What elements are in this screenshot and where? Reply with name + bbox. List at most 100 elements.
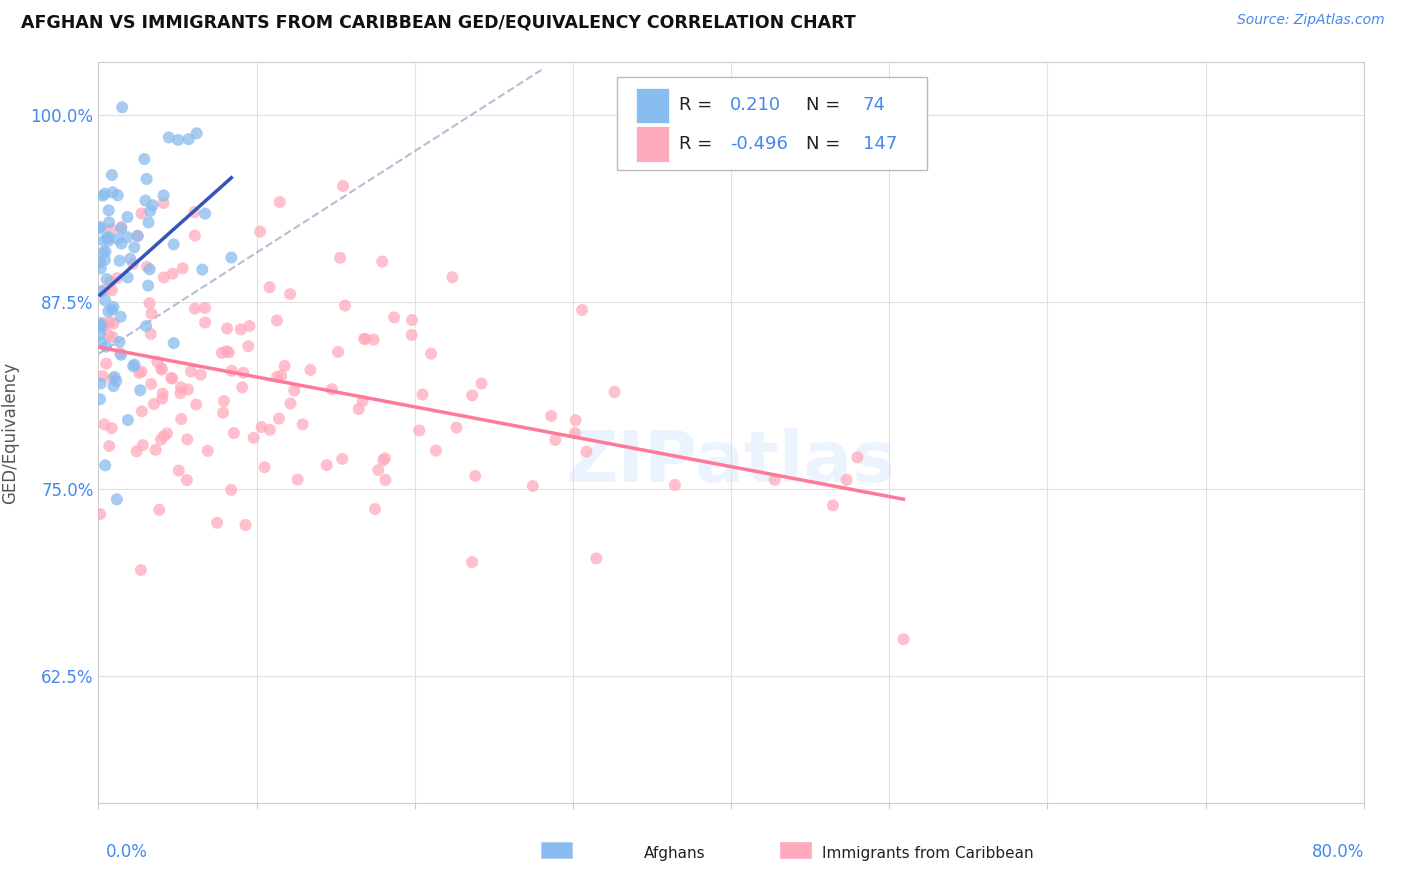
Point bbox=[90, 261, 112, 276]
Point bbox=[101, 168, 124, 182]
Point bbox=[169, 386, 191, 401]
Point bbox=[835, 473, 858, 487]
Point bbox=[167, 464, 190, 478]
Point bbox=[270, 368, 292, 383]
Point bbox=[103, 379, 125, 393]
Text: Immigrants from Caribbean: Immigrants from Caribbean bbox=[823, 846, 1033, 861]
Point bbox=[374, 451, 396, 466]
Point bbox=[101, 330, 124, 344]
Point bbox=[184, 228, 207, 243]
Point bbox=[425, 443, 447, 458]
Point bbox=[522, 479, 544, 493]
Point bbox=[167, 133, 190, 147]
Point bbox=[105, 271, 128, 285]
Point bbox=[139, 377, 162, 392]
Point bbox=[97, 203, 120, 218]
Point bbox=[132, 438, 155, 452]
Point bbox=[163, 237, 186, 252]
Point bbox=[93, 245, 115, 260]
Point bbox=[603, 384, 626, 399]
Point bbox=[194, 316, 217, 330]
Point bbox=[267, 411, 290, 425]
Point bbox=[238, 339, 260, 353]
Point bbox=[212, 394, 235, 409]
Point bbox=[122, 257, 145, 271]
Point bbox=[177, 383, 200, 397]
Point bbox=[98, 315, 121, 329]
Point bbox=[170, 412, 193, 426]
Point bbox=[146, 355, 169, 369]
Point bbox=[98, 215, 121, 229]
Point bbox=[162, 267, 184, 281]
Point bbox=[218, 345, 240, 359]
Point bbox=[139, 326, 162, 341]
Point bbox=[172, 261, 194, 276]
Point bbox=[160, 371, 183, 385]
Point bbox=[94, 458, 117, 473]
Point bbox=[105, 492, 128, 507]
Point bbox=[299, 363, 322, 377]
Point bbox=[135, 319, 157, 334]
Point bbox=[97, 234, 120, 248]
Point bbox=[176, 433, 198, 447]
Point bbox=[180, 364, 202, 378]
Point bbox=[461, 555, 484, 569]
Point bbox=[97, 304, 120, 318]
Point bbox=[90, 320, 112, 334]
Point bbox=[371, 453, 394, 467]
Point bbox=[94, 252, 117, 267]
Point bbox=[142, 397, 165, 411]
Point bbox=[89, 219, 111, 234]
Point bbox=[136, 278, 159, 293]
Point bbox=[212, 406, 235, 420]
Point bbox=[89, 221, 111, 235]
Point bbox=[103, 300, 125, 314]
Point bbox=[470, 376, 492, 391]
Point bbox=[117, 270, 139, 285]
Point bbox=[287, 473, 309, 487]
Point bbox=[101, 372, 124, 386]
Point bbox=[194, 207, 217, 221]
Point bbox=[190, 368, 212, 382]
Point bbox=[150, 361, 173, 376]
Point bbox=[401, 313, 423, 327]
Point bbox=[177, 132, 200, 146]
Point bbox=[96, 318, 118, 333]
Point bbox=[89, 255, 111, 269]
Point bbox=[273, 359, 295, 373]
Point bbox=[91, 369, 114, 384]
Point bbox=[564, 426, 586, 441]
Point bbox=[464, 469, 486, 483]
Point bbox=[94, 186, 117, 201]
Point bbox=[93, 234, 115, 248]
Point bbox=[893, 632, 915, 647]
Point bbox=[371, 254, 394, 268]
Point bbox=[330, 451, 353, 466]
Point bbox=[127, 229, 149, 244]
Point bbox=[408, 424, 430, 438]
FancyBboxPatch shape bbox=[617, 78, 928, 169]
Point bbox=[238, 318, 260, 333]
Point bbox=[163, 336, 186, 351]
Point bbox=[115, 230, 138, 244]
Point bbox=[266, 369, 288, 384]
Point bbox=[117, 413, 139, 427]
Point bbox=[96, 231, 118, 245]
Point bbox=[412, 387, 434, 401]
Point bbox=[249, 225, 271, 239]
Point bbox=[347, 402, 370, 417]
Text: -0.496: -0.496 bbox=[730, 135, 787, 153]
Text: Source: ZipAtlas.com: Source: ZipAtlas.com bbox=[1237, 13, 1385, 28]
Point bbox=[125, 444, 148, 458]
Point bbox=[219, 483, 242, 497]
Point bbox=[90, 284, 112, 298]
Text: N =: N = bbox=[806, 96, 846, 114]
Point bbox=[269, 194, 291, 209]
Point bbox=[152, 386, 174, 401]
Point bbox=[89, 392, 111, 407]
Point bbox=[353, 332, 375, 346]
Point bbox=[101, 302, 124, 317]
Point bbox=[544, 433, 567, 447]
Point bbox=[382, 310, 405, 325]
FancyBboxPatch shape bbox=[636, 126, 669, 161]
